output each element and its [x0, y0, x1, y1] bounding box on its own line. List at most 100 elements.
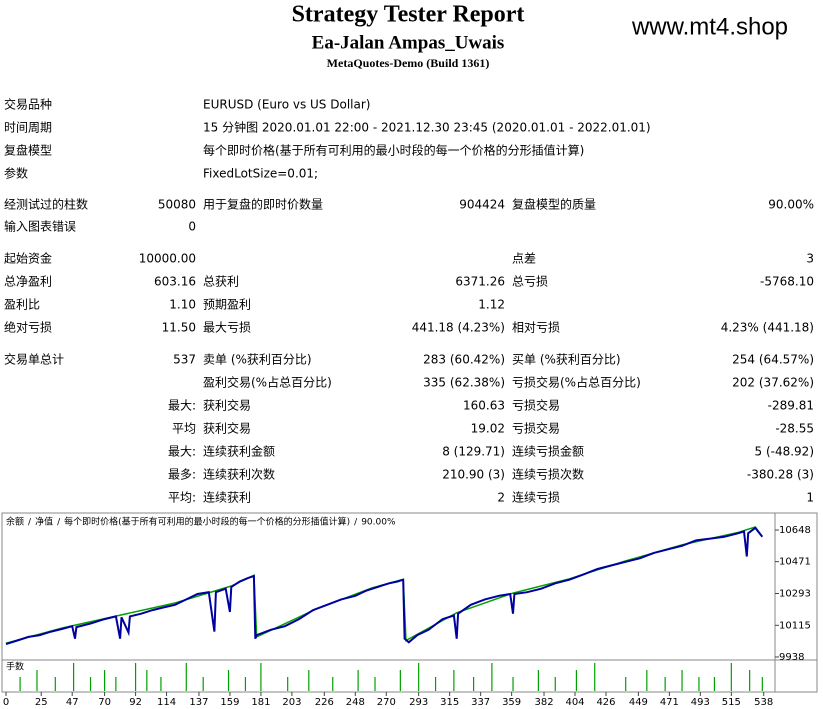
row-value: 最大: — [168, 399, 196, 413]
row-value: 最多: — [168, 468, 196, 482]
x-tick-label: 226 — [315, 697, 334, 708]
row-label: FixedLotSize=0.01; — [203, 167, 318, 181]
row-label: 连续亏损次数 — [512, 467, 584, 482]
x-tick-label: 181 — [251, 697, 270, 708]
chart-frame — [1, 512, 818, 693]
row-label: 总亏损 — [512, 275, 548, 289]
x-tick-label: 92 — [129, 697, 142, 708]
x-tick-label: 25 — [35, 697, 48, 708]
model-quality: 90.00% — [361, 518, 396, 528]
x-tick-label: 293 — [409, 697, 428, 708]
row-value: 50080 — [158, 198, 196, 212]
row-label: 相对亏损 — [512, 321, 560, 335]
row-label: 复盘模型 — [4, 143, 52, 158]
row-value: 904424 — [459, 198, 505, 212]
x-tick-label: 70 — [98, 697, 111, 708]
x-tick-label: 471 — [660, 697, 679, 708]
x-tick-label: 493 — [691, 697, 710, 708]
row-label: 获利交易 — [203, 398, 251, 413]
row-label: 每个即时价格(基于所有可利用的最小时段的每一个价格的分形插值计算) — [203, 143, 584, 158]
x-tick-label: 382 — [534, 697, 553, 708]
row-label: 亏损交易 — [512, 398, 560, 413]
x-tick-label: 114 — [157, 697, 176, 708]
row-label: 15 分钟图 2020.01.01 22:00 - 2021.12.30 23:… — [203, 120, 651, 135]
row-label: 经测试过的柱数 — [4, 197, 88, 212]
row-value: 4.23% (441.18) — [721, 321, 814, 335]
x-tick-label: 47 — [66, 697, 79, 708]
row-value: 441.18 (4.23%) — [412, 321, 505, 335]
row-label: 用于复盘的即时价数量 — [203, 197, 323, 212]
model-label: 每个即时价格(基于所有可利用的最小时段的每一个价格的分形插值计算) — [64, 516, 350, 528]
row-value: 537 — [173, 353, 196, 367]
x-tick-label: 203 — [282, 697, 301, 708]
row-label: 总获利 — [203, 275, 239, 289]
row-value: 160.63 — [463, 399, 505, 413]
row-label: 交易单总计 — [4, 352, 64, 367]
y-tick-label: 10648 — [779, 525, 811, 536]
row-label: 盈利交易(%占总百分比) — [203, 375, 332, 390]
row-label: 输入图表错误 — [4, 219, 76, 234]
row-value: 254 (64.57%) — [732, 353, 814, 367]
server-build: MetaQuotes-Demo (Build 1361) — [327, 56, 490, 70]
row-value: 19.02 — [471, 422, 505, 436]
report-title: Strategy Tester Report — [292, 2, 525, 28]
row-value: 1.12 — [478, 298, 505, 312]
row-value: 平均 — [172, 422, 196, 436]
row-label: 亏损交易 — [512, 421, 560, 436]
x-tick-label: 426 — [596, 697, 615, 708]
row-label: 亏损交易(%占总百分比) — [512, 375, 641, 390]
x-tick-label: 0 — [3, 697, 9, 708]
row-label: 预期盈利 — [203, 298, 251, 312]
row-value: 11.50 — [162, 321, 196, 335]
row-value: 平均: — [168, 491, 196, 505]
row-label: 总净盈利 — [4, 275, 52, 289]
row-value: 335 (62.38%) — [423, 376, 505, 390]
legend-separator: / — [28, 518, 32, 528]
row-value: -28.55 — [775, 422, 814, 436]
row-value: 3 — [806, 252, 814, 266]
row-value: 6371.26 — [455, 275, 505, 289]
row-label: 时间周期 — [4, 121, 52, 135]
row-label: 交易品种 — [4, 97, 52, 112]
legend-entry: 余额 — [6, 516, 24, 528]
row-value: 8 (129.71) — [442, 445, 505, 459]
row-value: 0 — [188, 220, 196, 234]
row-value: 2 — [497, 491, 505, 505]
row-value: 10000.00 — [139, 252, 196, 266]
row-label: EURUSD (Euro vs US Dollar) — [203, 98, 370, 112]
x-tick-label: 359 — [502, 697, 521, 708]
row-label: 复盘模型的质量 — [512, 197, 596, 212]
legend-separator: / — [354, 518, 358, 528]
row-value: 202 (37.62%) — [732, 376, 814, 390]
row-label: 连续获利次数 — [203, 467, 275, 482]
row-label: 起始资金 — [4, 251, 52, 266]
row-value: 210.90 (3) — [442, 468, 505, 482]
x-tick-label: 315 — [440, 697, 459, 708]
x-tick-label: 159 — [220, 697, 239, 708]
row-label: 获利交易 — [203, 421, 251, 436]
legend-entry: 净值 — [35, 516, 53, 528]
y-tick-label: 10115 — [779, 620, 811, 631]
x-tick-label: 248 — [346, 697, 365, 708]
row-label: 卖单 (%获利百分比) — [203, 353, 312, 367]
series-line — [5, 526, 764, 646]
legend-separator: / — [57, 518, 61, 528]
row-value: 90.00% — [768, 198, 814, 212]
row-label: 连续亏损 — [512, 490, 560, 505]
x-tick-label: 137 — [189, 697, 208, 708]
row-value: 1.10 — [169, 298, 196, 312]
volume-label: 手数 — [6, 661, 24, 673]
y-tick-label: 9938 — [779, 652, 804, 663]
report-subtitle: Ea-Jalan Ampas_Uwais — [312, 32, 505, 53]
x-tick-label: 515 — [722, 697, 741, 708]
row-label: 买单 (%获利百分比) — [512, 353, 621, 367]
x-tick-label: 449 — [629, 697, 648, 708]
row-value: 603.16 — [154, 275, 196, 289]
x-tick-label: 404 — [565, 697, 584, 708]
x-tick-label: 270 — [377, 697, 396, 708]
row-value: 1 — [806, 491, 814, 505]
y-tick-label: 10293 — [779, 588, 811, 599]
y-tick-label: 10471 — [779, 557, 811, 568]
